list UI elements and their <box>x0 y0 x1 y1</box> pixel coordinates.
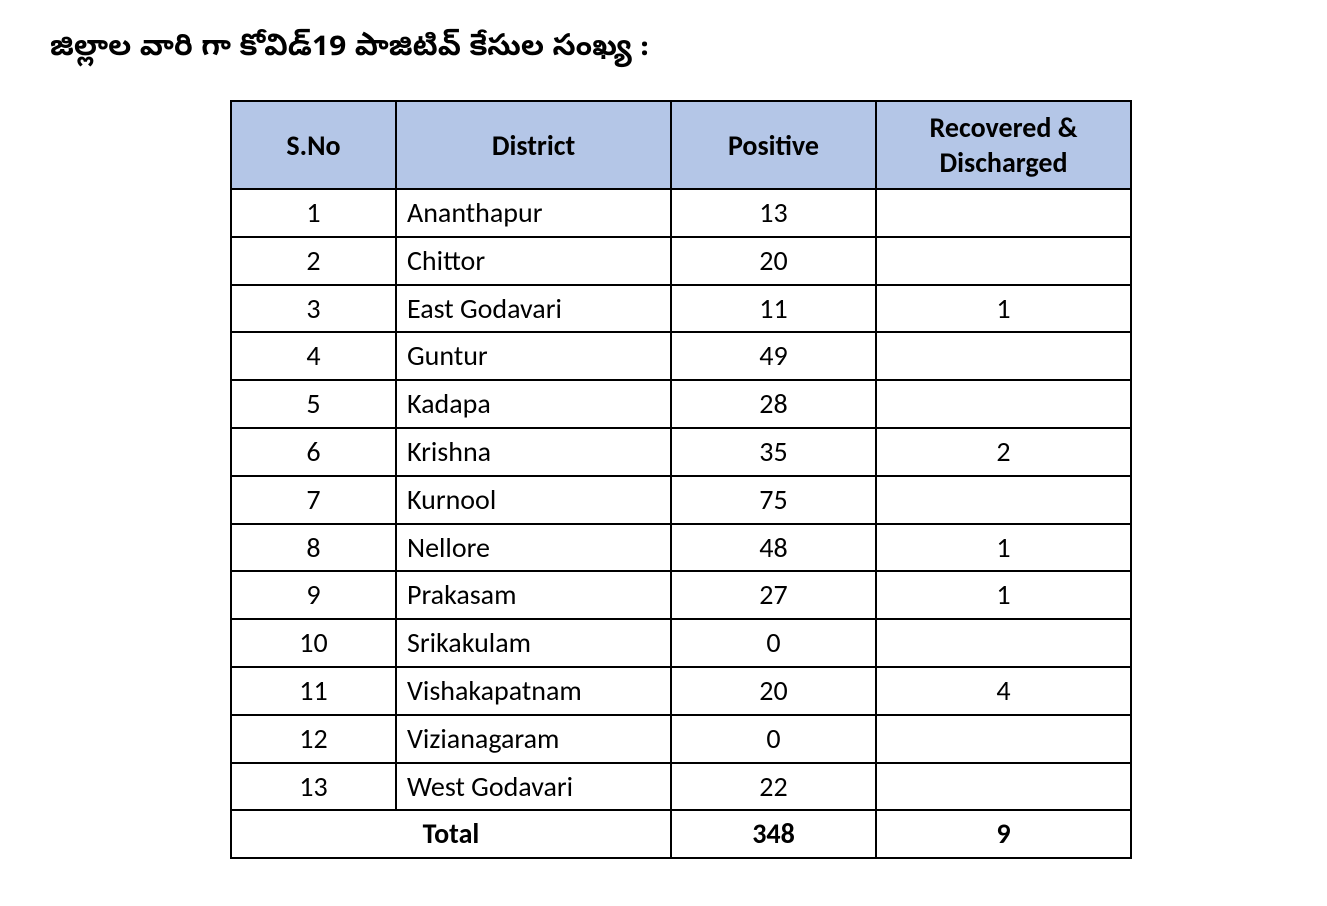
cell-district: Vishakapatnam <box>396 667 671 715</box>
cell-positive: 0 <box>671 619 876 667</box>
table-row: 1Ananthapur13 <box>231 189 1131 237</box>
cell-recovered <box>876 763 1131 811</box>
cell-recovered <box>876 476 1131 524</box>
cell-district: Nellore <box>396 524 671 572</box>
cell-recovered <box>876 619 1131 667</box>
cell-positive: 75 <box>671 476 876 524</box>
cell-positive: 27 <box>671 571 876 619</box>
table-row: 9Prakasam271 <box>231 571 1131 619</box>
cell-district: Srikakulam <box>396 619 671 667</box>
cell-recovered: 2 <box>876 428 1131 476</box>
cell-sno: 2 <box>231 237 396 285</box>
cell-sno: 11 <box>231 667 396 715</box>
table-row: 6Krishna352 <box>231 428 1131 476</box>
table-foot: Total 348 9 <box>231 810 1131 858</box>
cell-district: Guntur <box>396 332 671 380</box>
cell-recovered <box>876 715 1131 763</box>
table-wrap: S.No District Positive Recovered & Disch… <box>230 100 1277 859</box>
cell-positive: 35 <box>671 428 876 476</box>
cases-table: S.No District Positive Recovered & Disch… <box>230 100 1132 859</box>
table-row: 2Chittor20 <box>231 237 1131 285</box>
cell-positive: 11 <box>671 285 876 333</box>
col-positive-header: Positive <box>671 101 876 189</box>
cell-district: Prakasam <box>396 571 671 619</box>
cell-positive: 49 <box>671 332 876 380</box>
cell-sno: 13 <box>231 763 396 811</box>
cell-sno: 1 <box>231 189 396 237</box>
cell-recovered <box>876 380 1131 428</box>
cell-district: Kadapa <box>396 380 671 428</box>
table-head: S.No District Positive Recovered & Disch… <box>231 101 1131 189</box>
table-row: 8Nellore481 <box>231 524 1131 572</box>
table-row: 3East Godavari111 <box>231 285 1131 333</box>
col-district-header: District <box>396 101 671 189</box>
cell-positive: 22 <box>671 763 876 811</box>
cell-positive: 20 <box>671 667 876 715</box>
cell-sno: 8 <box>231 524 396 572</box>
total-row: Total 348 9 <box>231 810 1131 858</box>
cell-sno: 3 <box>231 285 396 333</box>
cell-district: Vizianagaram <box>396 715 671 763</box>
table-row: 11Vishakapatnam204 <box>231 667 1131 715</box>
cell-recovered: 1 <box>876 524 1131 572</box>
cell-positive: 48 <box>671 524 876 572</box>
page: జిల్లాల వారి గా కోవిడ్19 పాజిటివ్ కేసుల … <box>0 0 1327 889</box>
cell-district: Ananthapur <box>396 189 671 237</box>
cell-positive: 13 <box>671 189 876 237</box>
cell-sno: 12 <box>231 715 396 763</box>
table-row: 13West Godavari22 <box>231 763 1131 811</box>
cell-recovered: 4 <box>876 667 1131 715</box>
page-title: జిల్లాల వారి గా కోవిడ్19 పాజిటివ్ కేసుల … <box>50 30 1277 70</box>
table-row: 4Guntur49 <box>231 332 1131 380</box>
cell-positive: 28 <box>671 380 876 428</box>
cell-sno: 4 <box>231 332 396 380</box>
cell-sno: 10 <box>231 619 396 667</box>
cell-district: Kurnool <box>396 476 671 524</box>
table-body: 1Ananthapur132Chittor203East Godavari111… <box>231 189 1131 810</box>
total-label: Total <box>231 810 671 858</box>
table-row: 12Vizianagaram0 <box>231 715 1131 763</box>
cell-district: Chittor <box>396 237 671 285</box>
cell-recovered: 1 <box>876 571 1131 619</box>
total-recovered: 9 <box>876 810 1131 858</box>
cell-sno: 7 <box>231 476 396 524</box>
cell-district: West Godavari <box>396 763 671 811</box>
cell-positive: 20 <box>671 237 876 285</box>
cell-sno: 6 <box>231 428 396 476</box>
table-row: 10Srikakulam0 <box>231 619 1131 667</box>
cell-district: Krishna <box>396 428 671 476</box>
cell-sno: 9 <box>231 571 396 619</box>
col-sno-header: S.No <box>231 101 396 189</box>
table-row: 7Kurnool75 <box>231 476 1131 524</box>
cell-recovered: 1 <box>876 285 1131 333</box>
total-positive: 348 <box>671 810 876 858</box>
cell-sno: 5 <box>231 380 396 428</box>
table-row: 5Kadapa28 <box>231 380 1131 428</box>
col-recovered-header: Recovered & Discharged <box>876 101 1131 189</box>
cell-recovered <box>876 237 1131 285</box>
header-row: S.No District Positive Recovered & Disch… <box>231 101 1131 189</box>
cell-recovered <box>876 332 1131 380</box>
cell-recovered <box>876 189 1131 237</box>
cell-district: East Godavari <box>396 285 671 333</box>
cell-positive: 0 <box>671 715 876 763</box>
